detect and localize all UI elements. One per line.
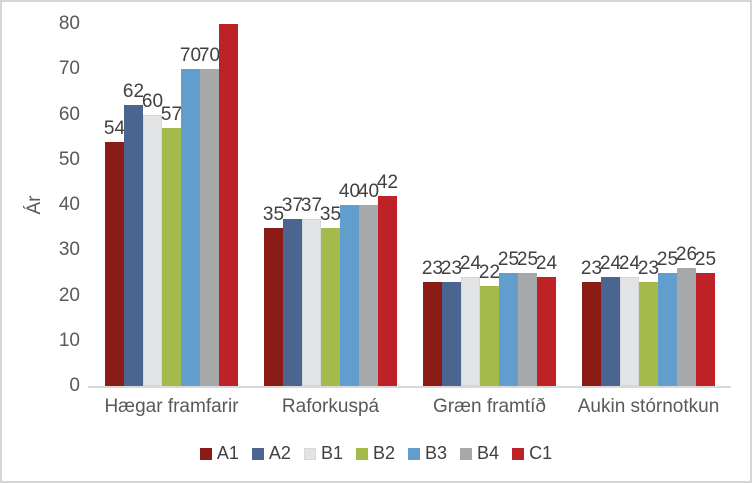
bar-b1-1 xyxy=(143,114,162,386)
bar-b1-4 xyxy=(620,277,639,386)
bar-data-label: 70 xyxy=(179,45,202,67)
y-tick-label: 50 xyxy=(58,148,80,170)
bar-c1-4 xyxy=(696,272,715,386)
bar-data-label: 24 xyxy=(618,253,641,275)
bar-data-label: 24 xyxy=(459,253,482,275)
bar-a2-1 xyxy=(124,105,143,386)
category-label: Raforkuspá xyxy=(281,396,380,417)
y-tick-label: 70 xyxy=(58,58,80,80)
legend-item-b2: B2 xyxy=(355,443,396,464)
bar-data-label: 40 xyxy=(338,181,361,202)
legend-swatch-b4 xyxy=(460,447,473,460)
bar-data-label: 25 xyxy=(497,248,520,270)
category-label: Hægar framfarir xyxy=(104,396,239,417)
bar-data-label: 54 xyxy=(103,117,126,139)
bar-b2-2 xyxy=(321,227,340,386)
bar-b3-4 xyxy=(658,272,677,386)
bar-c1-1 xyxy=(219,24,238,386)
legend-swatch-b1 xyxy=(303,447,316,460)
category-label: Aukin stórnotkun xyxy=(577,396,720,417)
legend-item-b1: B1 xyxy=(303,443,343,464)
y-tick-label: 40 xyxy=(58,194,80,215)
bar-b4-3 xyxy=(518,272,537,386)
legend-item-a2: A2 xyxy=(251,443,291,464)
legend-label: B3 xyxy=(425,443,448,463)
bar-c1-3 xyxy=(537,277,556,386)
bar-data-label: 37 xyxy=(281,194,304,216)
bar-b4-1 xyxy=(200,69,219,386)
bar-b1-2 xyxy=(302,218,321,386)
bar-b1-3 xyxy=(461,277,480,386)
bar-b4-2 xyxy=(359,205,378,386)
y-tick-label: 0 xyxy=(69,375,80,396)
bar-data-label: 23 xyxy=(580,257,603,279)
bar-data-label: 24 xyxy=(599,253,622,275)
legend-swatch-b3 xyxy=(408,447,421,460)
legend-item-c1: C1 xyxy=(512,443,552,464)
y-tick-label: 80 xyxy=(58,13,80,34)
x-axis-line xyxy=(88,386,731,388)
y-tick-label: 60 xyxy=(58,103,80,125)
bar-b2-3 xyxy=(480,286,499,386)
legend-swatch-c1 xyxy=(512,447,525,460)
legend-swatch-a1 xyxy=(199,447,212,460)
bar-b2-4 xyxy=(639,281,658,386)
bar-data-label: 25 xyxy=(656,248,679,270)
bar-a2-2 xyxy=(283,218,302,386)
bar-data-label: 23 xyxy=(637,257,660,279)
bar-data-label: 40 xyxy=(357,181,380,202)
legend-label: A1 xyxy=(216,443,239,463)
legend-label: B1 xyxy=(320,443,343,463)
legend-swatch-b2 xyxy=(355,447,368,460)
bar-a2-3 xyxy=(442,281,461,386)
bar-data-label: 70 xyxy=(198,45,221,67)
bar-b3-2 xyxy=(340,205,359,386)
legend: A1 A2 B1 B2 B3 B4 C1 xyxy=(2,443,750,464)
category-label: Græn framtíð xyxy=(433,396,546,417)
legend-label: C1 xyxy=(529,443,553,463)
bar-a1-2 xyxy=(264,227,283,386)
y-tick-label: 10 xyxy=(58,329,80,351)
bar-data-label: 26 xyxy=(675,244,698,266)
bar-data-label: 22 xyxy=(478,262,501,284)
y-tick-label: 30 xyxy=(58,239,80,261)
bar-data-label: 23 xyxy=(440,257,463,279)
bar-a1-4 xyxy=(582,281,601,386)
bar-data-label: 23 xyxy=(421,257,444,279)
legend-label: B2 xyxy=(372,443,396,463)
bar-b3-3 xyxy=(499,272,518,386)
bar-a1-3 xyxy=(423,281,442,386)
bar-b3-1 xyxy=(181,69,200,386)
bar-data-label: 35 xyxy=(262,203,285,225)
bar-data-label: 62 xyxy=(122,81,145,103)
bar-data-label: 37 xyxy=(300,194,323,216)
bar-data-label: 25 xyxy=(694,248,717,270)
legend-label: B4 xyxy=(477,443,500,463)
legend-label: A2 xyxy=(268,443,291,463)
bar-data-label: 60 xyxy=(141,90,164,112)
y-tick-label: 20 xyxy=(58,284,80,306)
bar-a1-1 xyxy=(105,141,124,386)
bar-b4-4 xyxy=(677,268,696,386)
bar-data-label: 25 xyxy=(516,248,539,270)
legend-item-b3: B3 xyxy=(408,443,447,464)
bar-c1-2 xyxy=(378,195,397,386)
bar-data-label: 24 xyxy=(535,253,558,275)
bar-a2-4 xyxy=(601,277,620,386)
legend-swatch-a2 xyxy=(251,447,264,460)
bar-data-label: 35 xyxy=(319,203,342,225)
legend-item-b4: B4 xyxy=(460,443,499,464)
bar-b2-1 xyxy=(162,128,181,386)
bar-data-label: 57 xyxy=(160,104,183,126)
bar-data-label: 42 xyxy=(376,171,399,193)
legend-item-a1: A1 xyxy=(199,443,239,464)
